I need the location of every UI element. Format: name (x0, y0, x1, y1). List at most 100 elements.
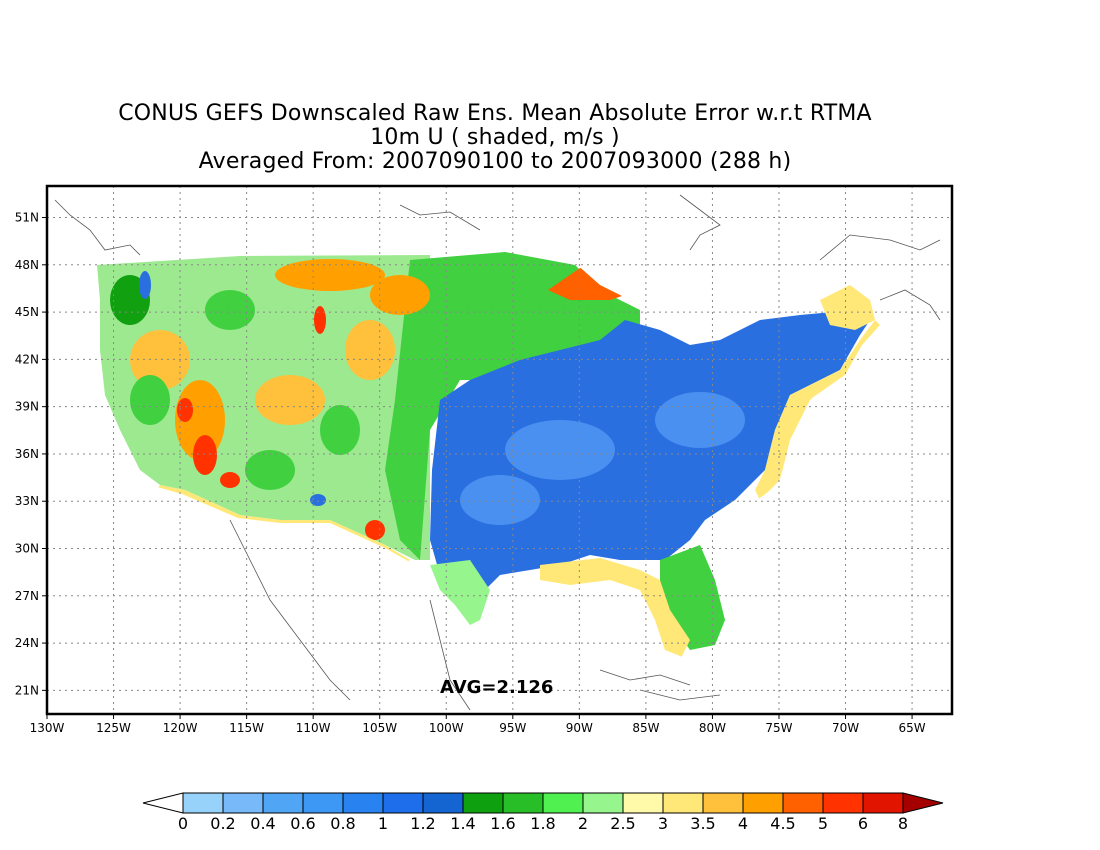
colorbar-label: 0.6 (290, 814, 315, 833)
colorbar-box (742, 792, 784, 814)
lon-tick-label: 75W (765, 721, 792, 735)
green-patch (320, 405, 360, 455)
blue-light-patch (460, 475, 540, 525)
lat-tick-label: 24N (15, 636, 39, 650)
lat-tick-label: 39N (15, 400, 39, 414)
colorbar-under-arrow (142, 792, 184, 814)
avg-label: AVG=2.126 (440, 677, 553, 698)
colorbar-box (582, 792, 624, 814)
orange-patch (345, 320, 395, 380)
colorbar-label: 6 (858, 814, 868, 833)
colorbar: 0 0.2 0.4 0.6 0.8 1 1.2 1.4 1.6 1.8 2 2.5 3 3.5 4 4.5 5 6… (142, 792, 944, 833)
lat-tick-label: 33N (15, 494, 39, 508)
lon-tick-label: 90W (566, 721, 593, 735)
colorbar-box (622, 792, 664, 814)
colorbar-box (822, 792, 864, 814)
green-patch (205, 290, 255, 330)
colorbar-label: 1.6 (490, 814, 515, 833)
gulf-coast-yellow (540, 558, 690, 660)
lat-tick-label: 51N (15, 211, 39, 225)
colorbar-label: 4.5 (770, 814, 795, 833)
map-frame (45, 184, 954, 716)
lat-tick-label: 30N (15, 542, 39, 556)
lat-tick-label: 48N (15, 258, 39, 272)
coastline (639, 689, 721, 701)
new-england-region (820, 285, 875, 330)
colorbar-label: 1.8 (530, 814, 555, 833)
lon-tick-label: 80W (699, 721, 726, 735)
colorbar-box (702, 792, 744, 814)
orange-patch (130, 330, 190, 390)
colorbar-label: 0 (178, 814, 188, 833)
lat-tick-label: 42N (15, 352, 39, 366)
coastline (679, 194, 721, 251)
red-patch (220, 472, 240, 488)
lon-tick-label: 85W (632, 721, 659, 735)
lon-tick-label: 105W (362, 721, 397, 735)
red-patch (365, 520, 385, 540)
colorbar-box (302, 792, 344, 814)
coastline (399, 204, 481, 231)
lon-tick-label: 70W (832, 721, 859, 735)
red-patch (314, 306, 326, 334)
colorbar-box (422, 792, 464, 814)
green-patch (245, 450, 295, 490)
map-title-block: CONUS GEFS Downscaled Raw Ens. Mean Abso… (0, 102, 990, 174)
colorbar-box (862, 792, 904, 814)
lon-tick-label: 65W (899, 721, 926, 735)
lon-tick-label: 115W (229, 721, 264, 735)
red-patch (177, 398, 193, 422)
red-patch (193, 435, 217, 475)
coastline (599, 669, 691, 686)
colorbar-over-arrow (902, 792, 944, 814)
orange-patch (255, 375, 325, 425)
lat-tick-label: 27N (15, 589, 39, 603)
lon-tick-label: 125W (96, 721, 131, 735)
colorbar-label: 0.4 (250, 814, 275, 833)
coastline (54, 199, 141, 256)
colorbar-label: 0.2 (210, 814, 235, 833)
colorbar-label: 8 (898, 814, 908, 833)
lon-tick-label: 130W (30, 721, 65, 735)
lat-axis: 51N 48N 45N 42N 39N 36N 33N 30N 27N 24N 21N (15, 211, 47, 697)
colorbar-label: 1.2 (410, 814, 435, 833)
orange-patch (275, 259, 385, 291)
shaded-field (47, 186, 952, 714)
colorbar-label: 3 (658, 814, 668, 833)
map-variable: 10m U ( shaded, m/s ) (370, 125, 620, 150)
colorbar-label: 0.8 (330, 814, 355, 833)
outside-mask (47, 186, 952, 714)
colorbar-label: 4 (738, 814, 748, 833)
coastline (819, 234, 941, 261)
colorbar-label: 2.5 (610, 814, 635, 833)
colorbar-label: 3.5 (690, 814, 715, 833)
blue-patch (139, 271, 151, 299)
colorbar-box (542, 792, 584, 814)
blue-light-patch (655, 392, 745, 448)
map-grid (47, 186, 952, 714)
colorbar-label: 5 (818, 814, 828, 833)
lon-tick-label: 110W (296, 721, 331, 735)
green-patch (130, 375, 170, 425)
colorbar-box (502, 792, 544, 814)
lat-tick-label: 36N (15, 447, 39, 461)
colorbar-box (382, 792, 424, 814)
colorbar-label: 1.4 (450, 814, 475, 833)
lon-tick-label: 100W (429, 721, 464, 735)
orange-patch (370, 275, 430, 315)
colorbar-box (182, 792, 224, 814)
coastlines (54, 194, 941, 711)
texas-region (430, 560, 490, 625)
lon-axis: 130W 125W 120W 115W 110W 105W 100W 95W 90W 85W 80W… (30, 714, 926, 735)
lon-tick-label: 95W (499, 721, 526, 735)
lat-tick-label: 45N (15, 305, 39, 319)
colorbar-box (462, 792, 504, 814)
coastline (429, 599, 471, 711)
colorbar-box (262, 792, 304, 814)
colorbar-box (662, 792, 704, 814)
lon-tick-label: 120W (163, 721, 198, 735)
colorbar-label: 1 (378, 814, 388, 833)
colorbar-label: 2 (578, 814, 588, 833)
east-coast-fringe (755, 320, 880, 500)
